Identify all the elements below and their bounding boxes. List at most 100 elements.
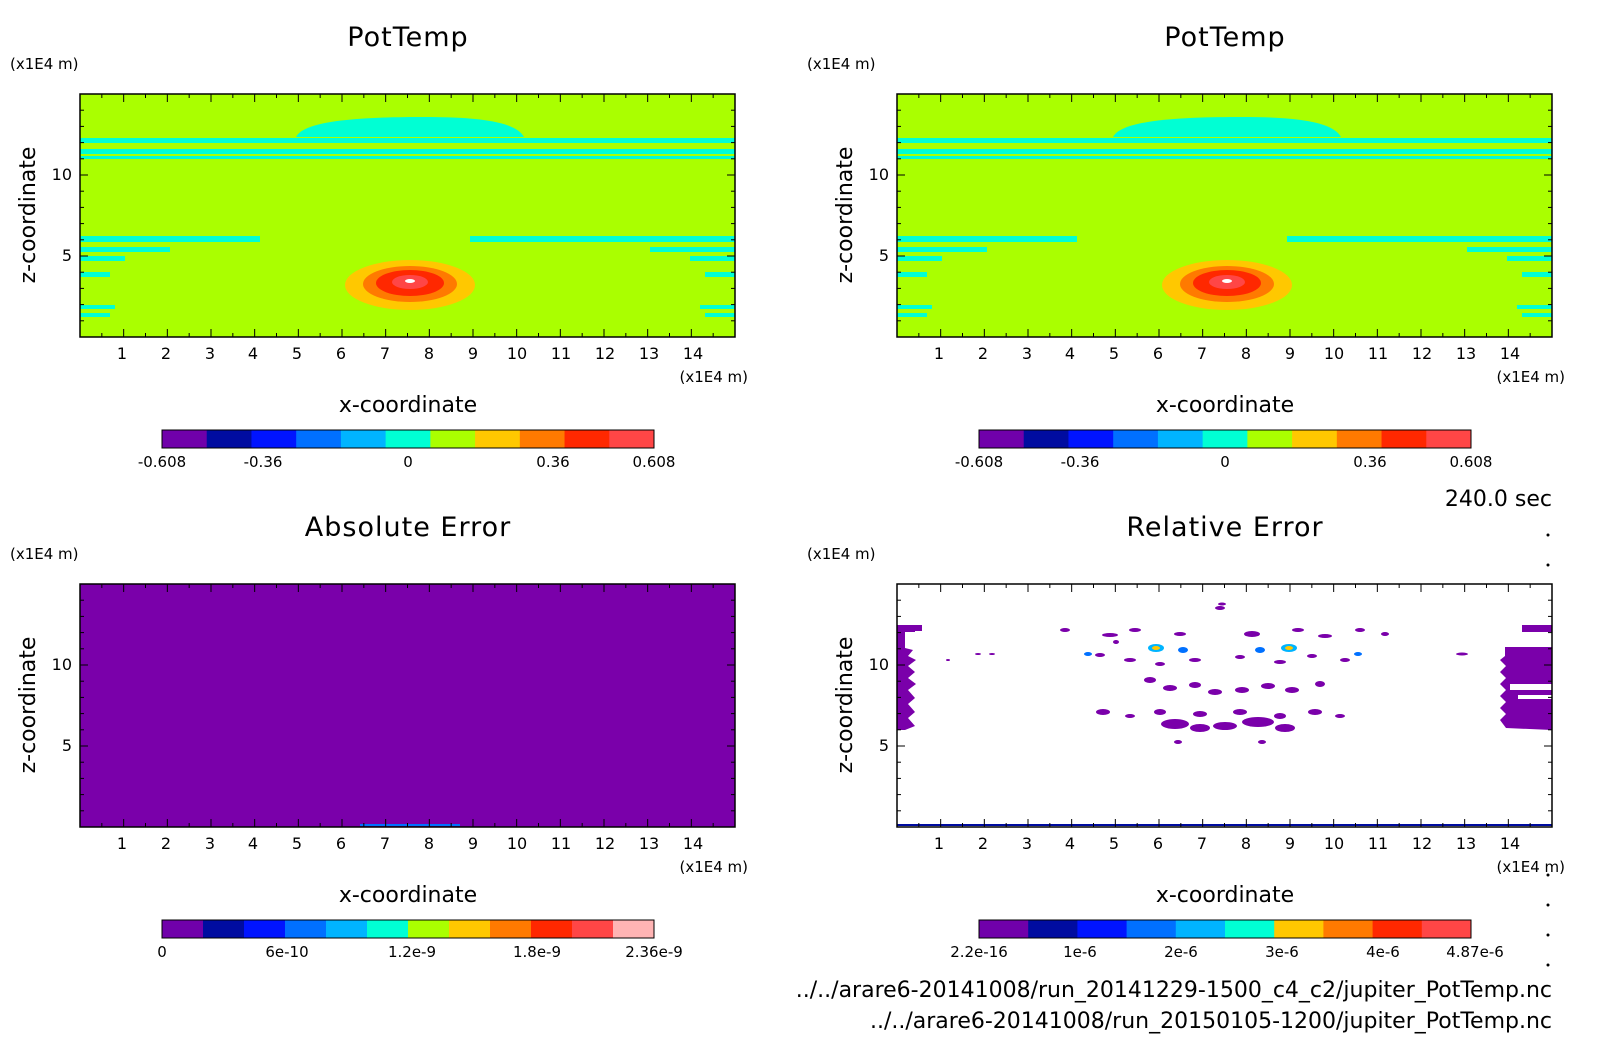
colorbar-segment xyxy=(613,920,655,938)
error-fleck xyxy=(897,625,922,631)
error-fleck xyxy=(1274,660,1286,664)
x-tick-label: 1 xyxy=(117,834,127,853)
y-axis-label: z-coordinate xyxy=(16,637,41,774)
error-fleck xyxy=(1154,709,1166,715)
colorbar-tick-label: 1e-6 xyxy=(1063,943,1097,961)
dot xyxy=(1546,533,1550,537)
colorbar xyxy=(161,429,655,449)
error-fleck xyxy=(1244,631,1260,637)
colorbar-tick-label: 2.36e-9 xyxy=(625,943,683,961)
error-fleck xyxy=(1456,652,1468,656)
panel-title: Relative Error xyxy=(1126,512,1323,543)
stripe xyxy=(897,256,942,261)
colorbar-frame xyxy=(161,429,655,449)
x-tick-label: 14 xyxy=(683,344,703,363)
x-tick-label: 7 xyxy=(380,344,390,363)
colorbar-segment xyxy=(1381,430,1427,448)
colorbar-segment xyxy=(206,430,252,448)
x-tick-label: 6 xyxy=(336,344,346,363)
right-edge-patch xyxy=(1500,625,1552,730)
x-axis-label: x-coordinate xyxy=(339,393,477,418)
colorbar-segment xyxy=(1202,430,1248,448)
x-tick-label: 8 xyxy=(424,834,434,853)
x-tick-label: 10 xyxy=(507,834,527,853)
x-unit-label: (x1E4 m) xyxy=(1496,858,1565,876)
x-tick-label: 14 xyxy=(683,834,703,853)
stripe xyxy=(80,272,110,277)
stripe xyxy=(80,256,125,261)
x-tick-label: 5 xyxy=(1109,834,1119,853)
colorbar-segment xyxy=(162,920,204,938)
colorbar-tick-label: 0 xyxy=(1220,453,1230,471)
colorbar-segment xyxy=(1023,430,1069,448)
cyan-stripes xyxy=(897,117,1552,317)
warm-bubble xyxy=(1162,260,1292,310)
error-fleck xyxy=(1233,709,1247,715)
y-tick-label: 5 xyxy=(62,736,72,755)
x-tick-label: 2 xyxy=(161,834,171,853)
colorbar xyxy=(978,919,1472,939)
x-tick-label: 12 xyxy=(1412,344,1432,363)
error-fleck xyxy=(1242,717,1274,727)
error-fleck xyxy=(1261,683,1275,689)
stripe xyxy=(80,149,735,154)
bottom-artifact xyxy=(360,824,460,826)
colorbar-segment xyxy=(203,920,245,938)
error-fleck xyxy=(1189,658,1201,662)
colorbar-tick-label: -0.608 xyxy=(955,453,1003,471)
x-tick-label: 6 xyxy=(1153,834,1163,853)
colorbar-tick-label: 2.2e-16 xyxy=(950,943,1008,961)
error-fleck xyxy=(989,653,995,655)
x-tick-label: 14 xyxy=(1500,344,1520,363)
x-tick-label: 9 xyxy=(468,344,478,363)
colorbar-segment xyxy=(1372,920,1423,938)
colorbar-tick-label: 0.608 xyxy=(1450,453,1493,471)
colorbar-frame xyxy=(978,919,1472,939)
y-tick-label: 10 xyxy=(52,165,72,184)
left-edge-patch xyxy=(897,625,916,730)
error-fleck xyxy=(1174,740,1182,744)
colorbar-tick-label: 0.36 xyxy=(536,453,569,471)
colorbar-tick-label: 0.36 xyxy=(1353,453,1386,471)
x-tick-label: 3 xyxy=(1022,344,1032,363)
colorbar-tick-label: 1.2e-9 xyxy=(388,943,436,961)
colorbar-tick-label: -0.608 xyxy=(138,453,186,471)
x-axis-label: x-coordinate xyxy=(1156,883,1294,908)
error-fleck xyxy=(1161,719,1189,729)
stripe xyxy=(897,156,1552,159)
panel-pottemp-right: PotTemp (x1E4 m) xyxy=(807,22,1565,471)
x-tick-label: 13 xyxy=(1456,834,1476,853)
colorbar-segment xyxy=(475,430,521,448)
field-background xyxy=(897,584,1552,827)
hotspot xyxy=(1113,640,1119,644)
error-fleck xyxy=(1163,685,1177,691)
panel-absolute-error: Absolute Error (x1E4 m) 1 2 3 4 5 6 7 8 … xyxy=(10,512,748,961)
x-tick-label: 4 xyxy=(248,344,258,363)
x-tick-label: 4 xyxy=(1065,344,1075,363)
colorbar-segment xyxy=(1421,920,1472,938)
colorbar-segment xyxy=(979,430,1025,448)
x-tick-label: 1 xyxy=(934,834,944,853)
error-fleck xyxy=(1125,714,1135,718)
colorbar-tick-label: 0 xyxy=(403,453,413,471)
x-tick-label: 12 xyxy=(595,344,615,363)
stripe xyxy=(80,138,735,143)
colorbar-segment xyxy=(1426,430,1472,448)
error-fleck xyxy=(1193,711,1207,717)
colorbar-segment xyxy=(326,920,368,938)
error-fleck xyxy=(1275,724,1295,732)
x-tick-label: 1 xyxy=(117,344,127,363)
error-fleck xyxy=(1218,602,1226,606)
colorbar-segment xyxy=(251,430,297,448)
dot xyxy=(1546,873,1550,877)
dot xyxy=(1546,963,1550,967)
x-tick-label: 8 xyxy=(1241,344,1251,363)
x-tick-label: 12 xyxy=(1412,834,1432,853)
colorbar-segment xyxy=(296,430,342,448)
colorbar-segment xyxy=(1126,920,1177,938)
stripe xyxy=(470,236,735,242)
plot-area xyxy=(79,583,736,828)
error-fleck xyxy=(1340,658,1350,662)
colorbar-segment xyxy=(367,920,409,938)
colorbar-segment xyxy=(1068,430,1114,448)
